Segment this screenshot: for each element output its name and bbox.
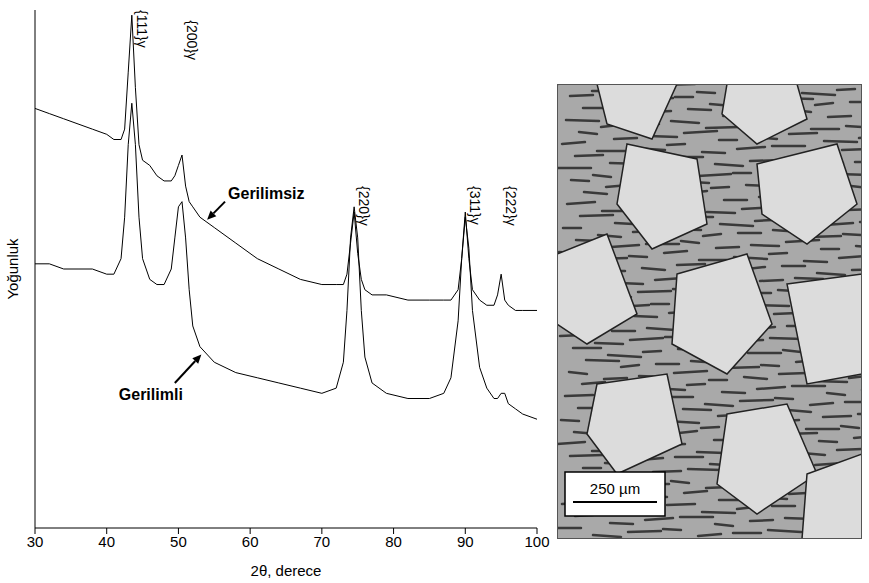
svg-text:100: 100 [524,533,549,550]
svg-text:{200}γ: {200}γ [184,20,200,60]
svg-text:{311}γ: {311}γ [467,186,483,225]
svg-text:2θ, derece: 2θ, derece [251,562,322,579]
svg-text:50: 50 [170,533,187,550]
svg-text:{111}γ: {111}γ [134,10,150,48]
svg-text:Yoğunluk: Yoğunluk [4,238,21,300]
svg-text:Gerilimli: Gerilimli [119,386,183,403]
svg-text:40: 40 [98,533,115,550]
svg-text:Gerilimsiz: Gerilimsiz [228,185,304,202]
svg-text:90: 90 [457,533,474,550]
svg-text:30: 30 [27,533,44,550]
svg-text:250 µm: 250 µm [590,480,640,497]
svg-text:80: 80 [385,533,402,550]
svg-text:70: 70 [314,533,331,550]
svg-text:60: 60 [242,533,259,550]
svg-text:{222}γ: {222}γ [503,186,519,226]
svg-text:{220}γ: {220}γ [356,186,372,226]
